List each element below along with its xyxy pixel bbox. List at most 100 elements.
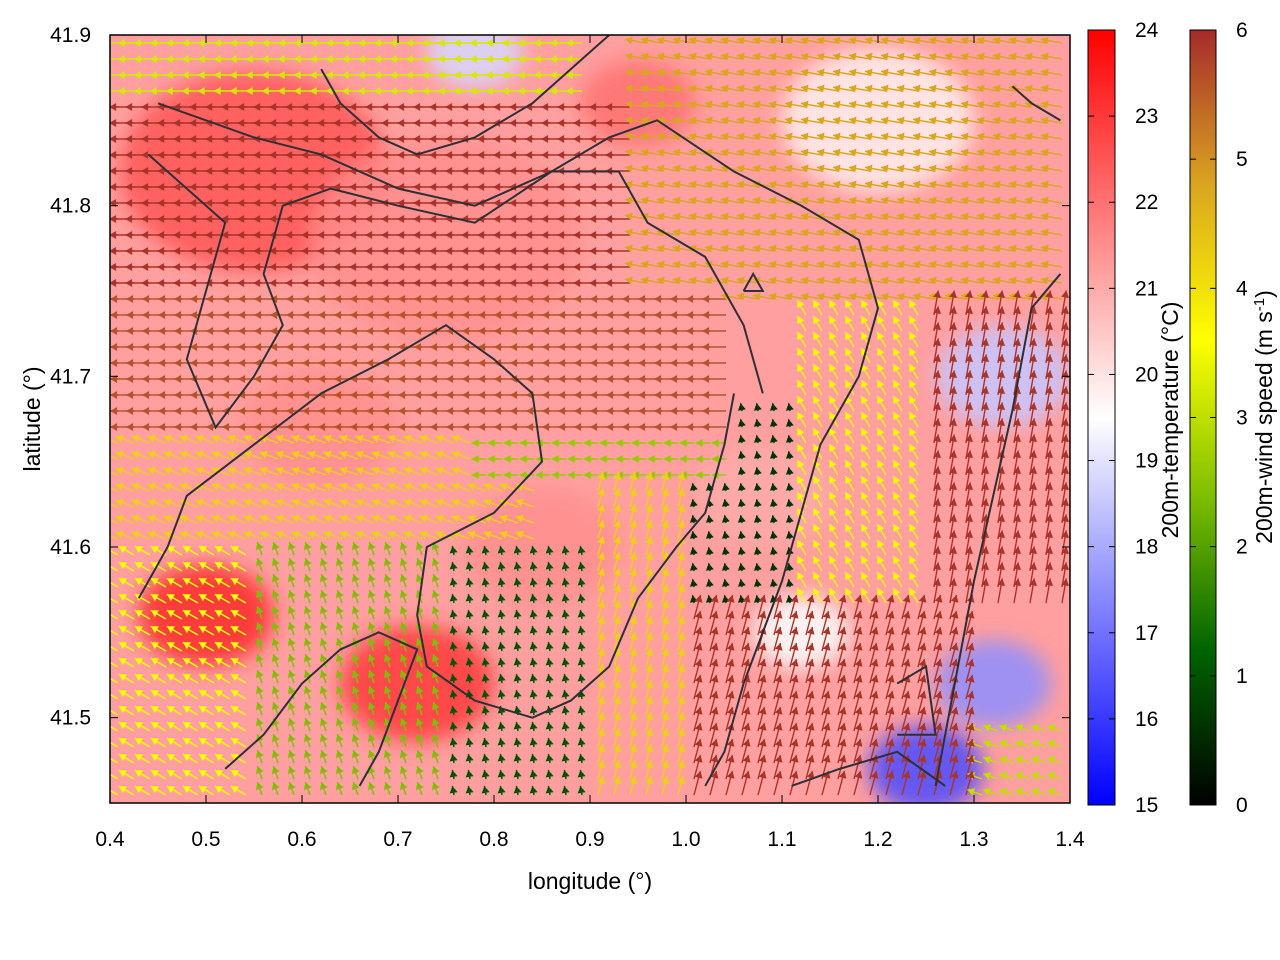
wind-arrow-head: [861, 412, 869, 421]
wind-arrow-head: [382, 407, 390, 415]
wind-arrow-head: [415, 558, 424, 567]
wind-arrow-head: [661, 488, 670, 497]
wind-arrow-head: [499, 482, 508, 491]
wind-arrow-head: [445, 263, 453, 271]
wind-arrow-head: [301, 279, 309, 287]
wind-arrow-head: [125, 231, 133, 239]
wind-arrow-head: [1024, 84, 1033, 93]
wind-arrow-head: [174, 327, 182, 335]
wind-arrow-head: [309, 71, 317, 79]
wind-arrow-head: [182, 658, 191, 666]
wind-arrow-head: [529, 545, 538, 554]
wind-arrow-head: [912, 228, 921, 237]
wind-arrow-head: [561, 545, 570, 554]
wind-arrow-head: [150, 642, 159, 650]
wind-arrow-head: [461, 279, 469, 287]
wind-arrow-head: [481, 641, 490, 650]
wind-arrow-head: [861, 556, 869, 565]
wind-arrow-head: [182, 610, 191, 618]
wind-arrow-head: [317, 231, 325, 239]
wind-arrow-head: [94, 311, 101, 319]
wind-arrow-head: [157, 183, 165, 191]
wind-arrow-head: [704, 180, 713, 189]
wind-arrow-head: [997, 386, 1006, 395]
wind-arrow-head: [944, 260, 953, 269]
wind-arrow-head: [335, 654, 344, 663]
wind-arrow-head: [230, 594, 239, 602]
wind-arrow-head: [1045, 386, 1054, 395]
wind-arrow-head: [277, 39, 285, 47]
wind-arrow-head: [529, 625, 538, 634]
wind-arrow-head: [449, 625, 458, 634]
wind-arrow-head: [227, 514, 236, 523]
wind-arrow-head: [758, 642, 767, 651]
wind-arrow-head: [259, 482, 268, 491]
wind-arrow-head: [237, 279, 245, 287]
wind-arrow-head: [525, 167, 533, 175]
wind-arrow-head: [790, 610, 799, 619]
wind-arrow-head: [949, 482, 958, 491]
wind-arrow-head: [323, 434, 332, 443]
wind-arrow-head: [736, 212, 745, 221]
wind-arrow-head: [573, 103, 581, 111]
wind-arrow-head: [339, 530, 348, 539]
wind-arrow-head: [845, 524, 853, 533]
wind-arrow-head: [864, 292, 873, 301]
wind-arrow-head: [349, 279, 357, 287]
wind-arrow-head: [629, 584, 638, 593]
wind-arrow-head: [118, 562, 127, 570]
wind-arrow-head: [115, 450, 124, 459]
wind-arrow-head: [334, 311, 342, 319]
wind-arrow-head: [981, 546, 990, 555]
wind-arrow-head: [645, 616, 654, 625]
wind-arrow-head: [271, 606, 280, 615]
wind-arrow-head: [877, 396, 885, 405]
wind-arrow-head: [689, 499, 698, 507]
wind-arrow-head: [976, 52, 985, 61]
wind-arrow-head: [742, 594, 751, 603]
wind-arrow-head: [583, 471, 591, 479]
wind-arrow-head: [333, 167, 341, 175]
wind-arrow-head: [445, 135, 453, 143]
wind-arrow-head: [565, 39, 573, 47]
wind-arrow-head: [366, 295, 374, 303]
wind-arrow-head: [870, 690, 879, 699]
wind-arrow-head: [689, 483, 698, 491]
wind-arrow-head: [1045, 546, 1054, 555]
wind-arrow-head: [613, 504, 622, 513]
wind-arrow-head: [1061, 402, 1070, 411]
wind-arrow-head: [597, 584, 606, 593]
wind-arrow-head: [110, 119, 117, 127]
wind-arrow-head: [335, 686, 344, 695]
wind-arrow-head: [509, 151, 517, 159]
wind-arrow-head: [477, 103, 485, 111]
wind-arrow-head: [269, 215, 277, 223]
wind-arrow-head: [221, 167, 229, 175]
wind-arrow-head: [222, 391, 230, 399]
wind-arrow-head: [769, 467, 778, 475]
wind-arrow-head: [549, 55, 557, 63]
wind-arrow-head: [785, 467, 794, 475]
wind-arrow-head: [383, 638, 392, 647]
wind-arrow-head: [1008, 276, 1017, 285]
wind-arrow-head: [349, 247, 357, 255]
wind-arrow-head: [896, 100, 905, 109]
wind-arrow-head: [561, 609, 570, 618]
wind-arrow-head: [118, 546, 127, 554]
wind-arrow-head: [317, 135, 325, 143]
wind-arrow-head: [166, 706, 175, 714]
wind-arrow-head: [558, 343, 566, 351]
wind-arrow-head: [561, 561, 570, 570]
wind-arrow-head: [557, 247, 565, 255]
wind-arrow-head: [816, 100, 825, 109]
wind-arrow-head: [227, 498, 236, 507]
wind-arrow-head: [670, 311, 678, 319]
temperature-blob: [311, 139, 581, 341]
wind-arrow-head: [309, 39, 317, 47]
wind-arrow-head: [110, 199, 117, 207]
wind-arrow-head: [494, 343, 502, 351]
wind-arrow-head: [335, 622, 344, 631]
wind-arrow-head: [545, 689, 554, 698]
wind-arrow-head: [373, 39, 381, 47]
wind-arrow-head: [487, 455, 495, 463]
